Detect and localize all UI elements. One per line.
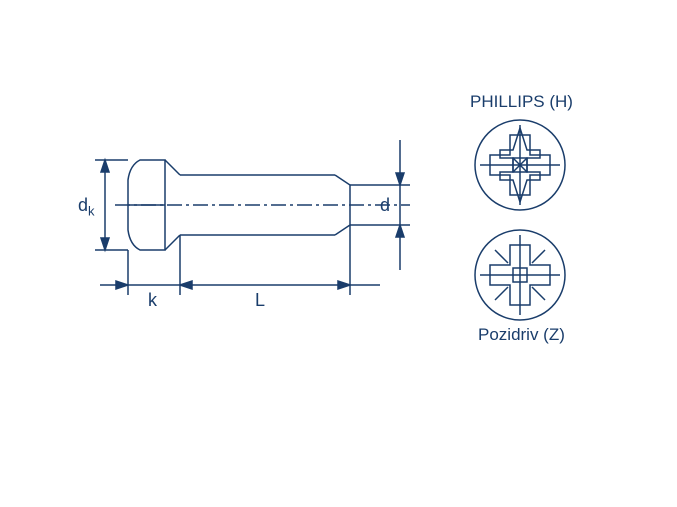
- pozidriv-recess: [480, 235, 560, 315]
- d-arrow-top: [396, 173, 404, 185]
- L-label: L: [255, 290, 265, 311]
- pozidriv-label: Pozidriv (Z): [478, 325, 565, 345]
- d-label: d: [380, 195, 390, 216]
- diagram-container: dk k L d PHILLIPS (H) Pozidriv (Z): [0, 0, 677, 507]
- neck-top: [165, 160, 180, 175]
- neck-bottom: [165, 235, 180, 250]
- k-label: k: [148, 290, 157, 311]
- k-arrow-left: [116, 281, 128, 289]
- L-arrow-right: [338, 281, 350, 289]
- technical-drawing: [0, 0, 677, 507]
- dk-arrow-top: [101, 160, 109, 172]
- dk-arrow-bottom: [101, 238, 109, 250]
- phillips-recess: [480, 125, 560, 205]
- d-arrow-bottom: [396, 225, 404, 237]
- phillips-label: PHILLIPS (H): [470, 92, 573, 112]
- dk-label: dk: [78, 195, 95, 219]
